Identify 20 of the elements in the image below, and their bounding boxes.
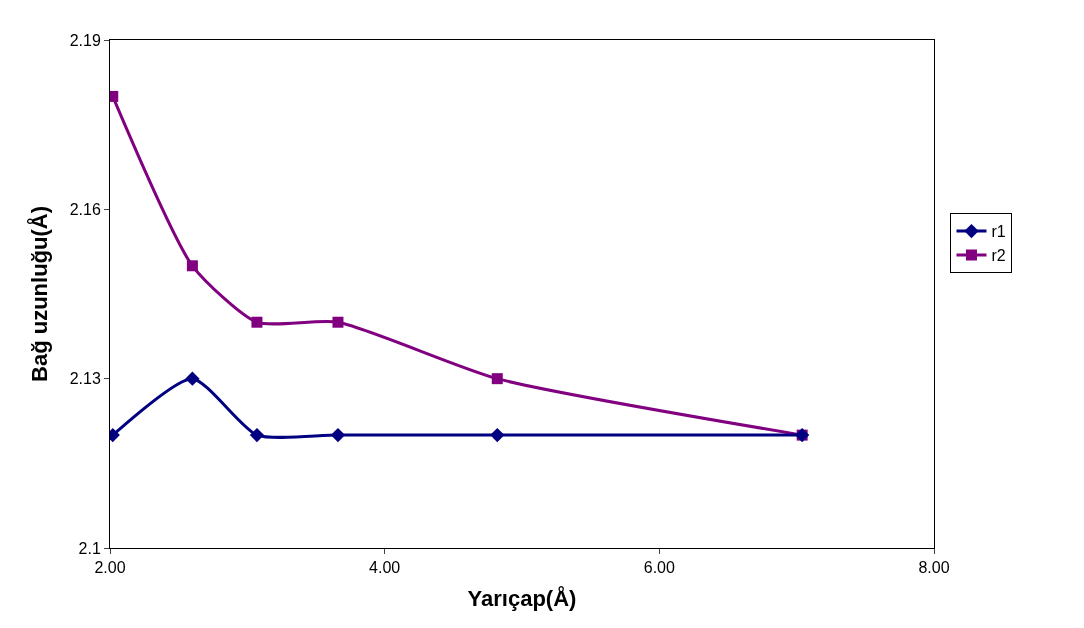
point bbox=[330, 427, 346, 443]
point bbox=[251, 316, 263, 328]
y-axis-title: Bağ uzunluğu(Å) bbox=[26, 206, 53, 382]
y-tick-label: 2.1 bbox=[78, 539, 101, 557]
x-axis-title: Yarıçap(Å) bbox=[467, 585, 577, 612]
x-tick-label: 8.00 bbox=[918, 559, 950, 577]
x-tick-label: 4.00 bbox=[369, 559, 401, 577]
point bbox=[185, 371, 200, 386]
x-tick-label: 2.00 bbox=[94, 559, 126, 577]
y-tick-label: 2.19 bbox=[69, 31, 101, 49]
point bbox=[186, 260, 198, 272]
x-tick-label: 6.00 bbox=[643, 559, 675, 577]
y-tick-label: 2.13 bbox=[69, 370, 101, 388]
point bbox=[249, 427, 265, 443]
legend-label: r1 bbox=[991, 223, 1006, 241]
point bbox=[491, 373, 503, 385]
point bbox=[332, 316, 344, 328]
point bbox=[490, 427, 505, 443]
y-tick-label: 2.16 bbox=[69, 200, 101, 218]
legend-label: r2 bbox=[991, 247, 1006, 265]
